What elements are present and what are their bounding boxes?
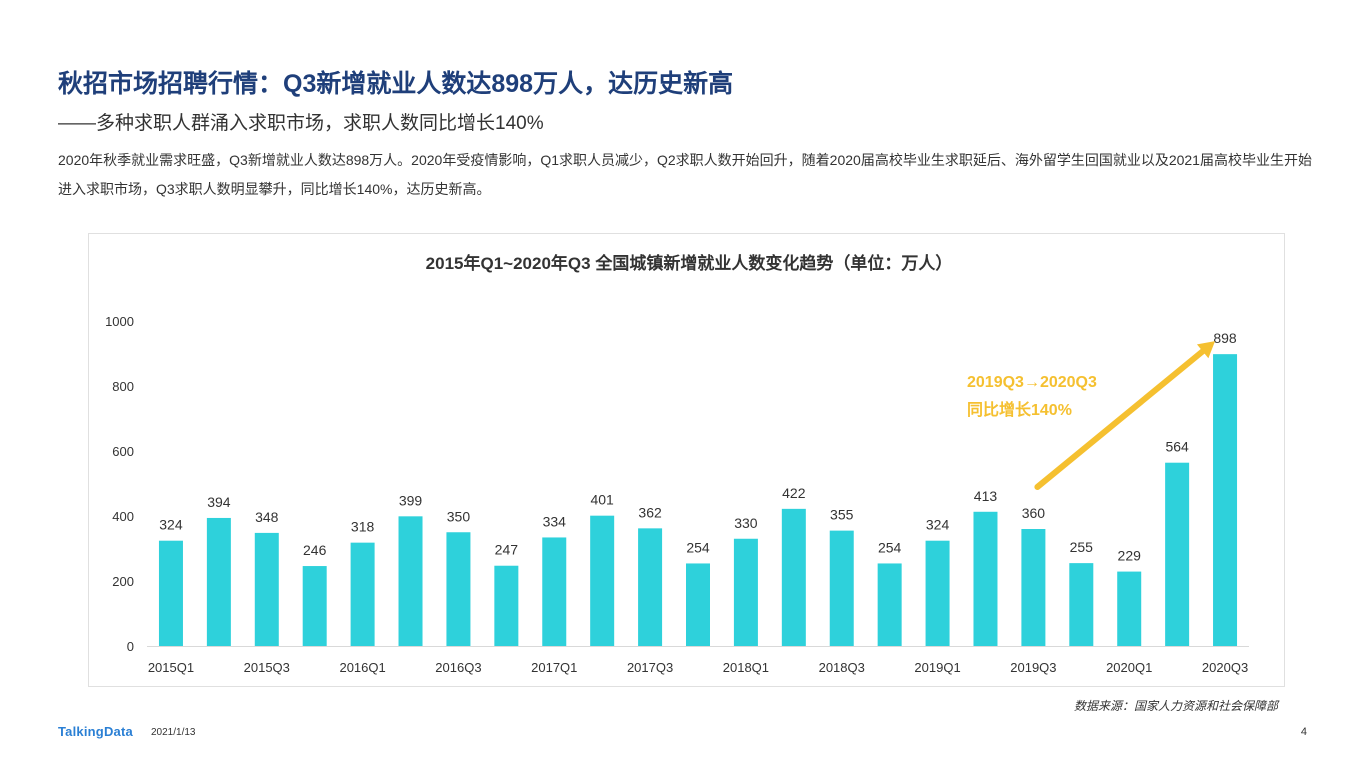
annotation-line-1: 2019Q3→2020Q3 xyxy=(967,374,1097,391)
x-tick-label: 2020Q1 xyxy=(1106,660,1152,675)
bar xyxy=(1021,529,1046,646)
talkingdata-logo: TalkingData xyxy=(58,724,133,739)
bar xyxy=(829,530,854,646)
bar xyxy=(350,542,375,646)
bar-value-label: 350 xyxy=(447,508,471,524)
bar xyxy=(686,563,710,646)
bar-chart: 2015年Q1~2020年Q3 全国城镇新增就业人数变化趋势（单位：万人） 02… xyxy=(105,253,1249,675)
annotation-line-2: 同比增长140% xyxy=(967,400,1072,419)
bar xyxy=(542,537,567,646)
chart-title: 2015年Q1~2020年Q3 全国城镇新增就业人数变化趋势（单位：万人） xyxy=(426,253,953,273)
x-tick-label: 2015Q1 xyxy=(148,660,194,675)
bar-value-label: 330 xyxy=(734,515,758,531)
growth-arrow-line xyxy=(1034,348,1206,490)
footer-date: 2021/1/13 xyxy=(151,727,196,738)
y-axis: 0 200 400 600 800 1000 xyxy=(105,314,134,654)
growth-annotation: 2019Q3→2020Q3 同比增长140% xyxy=(967,341,1216,490)
bar-value-label: 324 xyxy=(926,517,950,533)
y-tick-label: 600 xyxy=(112,444,134,459)
page-number: 4 xyxy=(1300,726,1307,738)
y-tick-label: 1000 xyxy=(105,314,134,329)
y-tick-label: 200 xyxy=(112,574,134,589)
growth-arrow-head xyxy=(1196,341,1216,359)
bar xyxy=(494,565,519,646)
bar xyxy=(1213,354,1238,646)
y-tick-label: 0 xyxy=(127,639,134,654)
page-title: 秋招市场招聘行情：Q3新增就业人数达898万人，达历史新高 xyxy=(58,70,734,98)
bar xyxy=(638,528,663,646)
bar-value-label: 324 xyxy=(159,517,183,533)
bar-value-label: 229 xyxy=(1118,548,1142,564)
page-description: 2020年秋季就业需求旺盛，Q3新增就业人数达898万人。2020年受疫情影响，… xyxy=(58,152,1312,197)
x-tick-label: 2016Q3 xyxy=(435,660,481,675)
bar xyxy=(398,516,423,646)
bar xyxy=(1069,563,1094,646)
bar-value-label: 355 xyxy=(830,507,854,523)
data-source: 数据来源：国家人力资源和社会保障部 xyxy=(1073,699,1278,713)
x-tick-label: 2017Q1 xyxy=(531,660,577,675)
bar-value-label: 564 xyxy=(1165,439,1189,455)
x-tick-label: 2018Q3 xyxy=(819,660,865,675)
bar xyxy=(973,511,998,646)
bar-value-label: 898 xyxy=(1213,330,1237,346)
x-tick-label: 2017Q3 xyxy=(627,660,673,675)
bar-value-label: 254 xyxy=(878,539,902,555)
bar-value-label: 348 xyxy=(255,509,279,525)
bar-value-label: 394 xyxy=(207,494,231,510)
bar-value-label: 413 xyxy=(974,488,998,504)
bar-value-labels: 324 394 348 246 318 399 350 247 334 401 362 254 330 4… xyxy=(159,330,1237,563)
x-tick-label: 2015Q3 xyxy=(244,660,290,675)
x-tick-label: 2020Q3 xyxy=(1202,660,1248,675)
bar-value-label: 401 xyxy=(590,492,614,508)
bar xyxy=(158,540,183,646)
bar-value-label: 399 xyxy=(399,492,423,508)
x-tick-label: 2016Q1 xyxy=(339,660,385,675)
bar-series xyxy=(158,354,1238,646)
bar xyxy=(733,538,758,646)
bar xyxy=(1165,462,1190,646)
bar xyxy=(781,508,806,646)
bar xyxy=(925,540,950,646)
bar xyxy=(877,563,902,646)
bar xyxy=(446,532,471,646)
y-tick-label: 400 xyxy=(112,509,134,524)
x-tick-label: 2018Q1 xyxy=(723,660,769,675)
bar-value-label: 246 xyxy=(303,542,327,558)
x-tick-label: 2019Q1 xyxy=(914,660,960,675)
y-tick-label: 800 xyxy=(112,379,134,394)
bar xyxy=(302,566,327,646)
bar-value-label: 318 xyxy=(351,519,375,535)
bar xyxy=(1117,571,1142,646)
bar-value-label: 362 xyxy=(638,504,662,520)
x-tick-label: 2019Q3 xyxy=(1010,660,1056,675)
bar xyxy=(254,532,279,646)
bar xyxy=(590,515,615,646)
bar-value-label: 360 xyxy=(1022,505,1046,521)
bar xyxy=(206,517,231,646)
bar-value-label: 422 xyxy=(782,485,806,501)
bar-value-label: 255 xyxy=(1070,539,1094,555)
bar-value-label: 334 xyxy=(543,513,567,529)
x-axis: 2015Q1 2015Q3 2016Q1 2016Q3 2017Q1 2017Q3 2018… xyxy=(147,646,1249,675)
page-subtitle: ——多种求职人群涌入求职市场，求职人数同比增长140% xyxy=(58,113,544,134)
bar-value-label: 247 xyxy=(495,542,519,558)
bar-value-label: 254 xyxy=(686,539,710,555)
